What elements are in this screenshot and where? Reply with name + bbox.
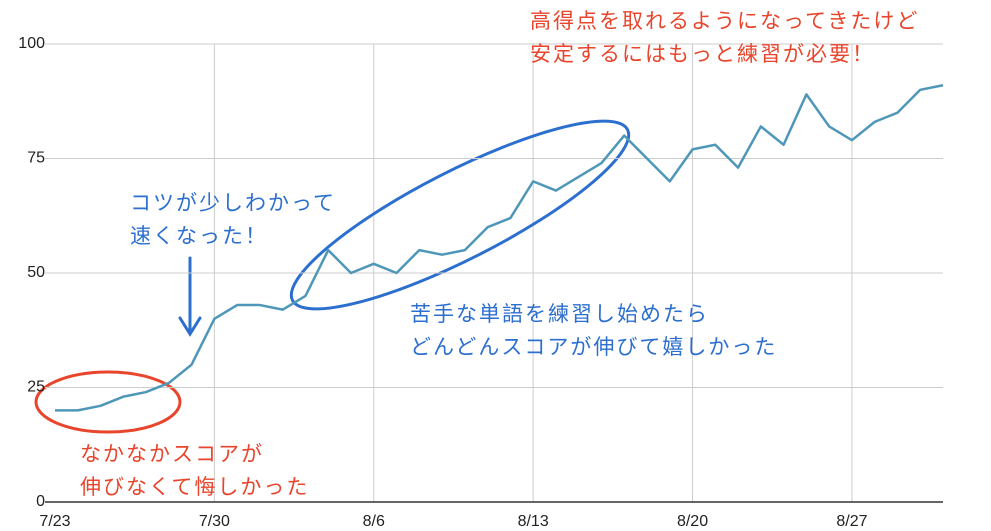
y-tick-label: 75 <box>27 150 45 167</box>
annotation: なかなかスコアが <box>80 442 264 466</box>
x-tick-label: 7/23 <box>39 513 70 530</box>
y-tick-label: 50 <box>27 264 45 281</box>
annotation: 速くなった！ <box>130 224 268 248</box>
data-line <box>55 83 944 412</box>
arrow <box>178 256 202 337</box>
x-tick-label: 8/27 <box>836 513 867 530</box>
y-tick-label: 25 <box>27 379 45 396</box>
annotation: どんどんスコアが伸びて嬉しかった <box>410 335 777 359</box>
x-tick-label: 8/20 <box>677 513 708 530</box>
y-tick-label: 100 <box>18 35 45 52</box>
highlight-ellipse <box>34 370 182 434</box>
annotation: 伸びなくて悔しかった <box>80 475 309 499</box>
annotation: 苦手な単語を練習し始めたら <box>410 302 709 326</box>
annotation: 安定するにはもっと練習が必要！ <box>530 42 875 66</box>
x-tick-label: 8/6 <box>363 513 385 530</box>
highlight-ellipse <box>289 119 631 311</box>
x-tick-label: 7/30 <box>199 513 230 530</box>
annotation: コツが少しわかって <box>130 191 336 215</box>
x-tick-label: 8/13 <box>518 513 549 530</box>
y-tick-label: 0 <box>36 493 45 510</box>
annotation: 高得点を取れるようになってきたけど <box>530 9 919 33</box>
